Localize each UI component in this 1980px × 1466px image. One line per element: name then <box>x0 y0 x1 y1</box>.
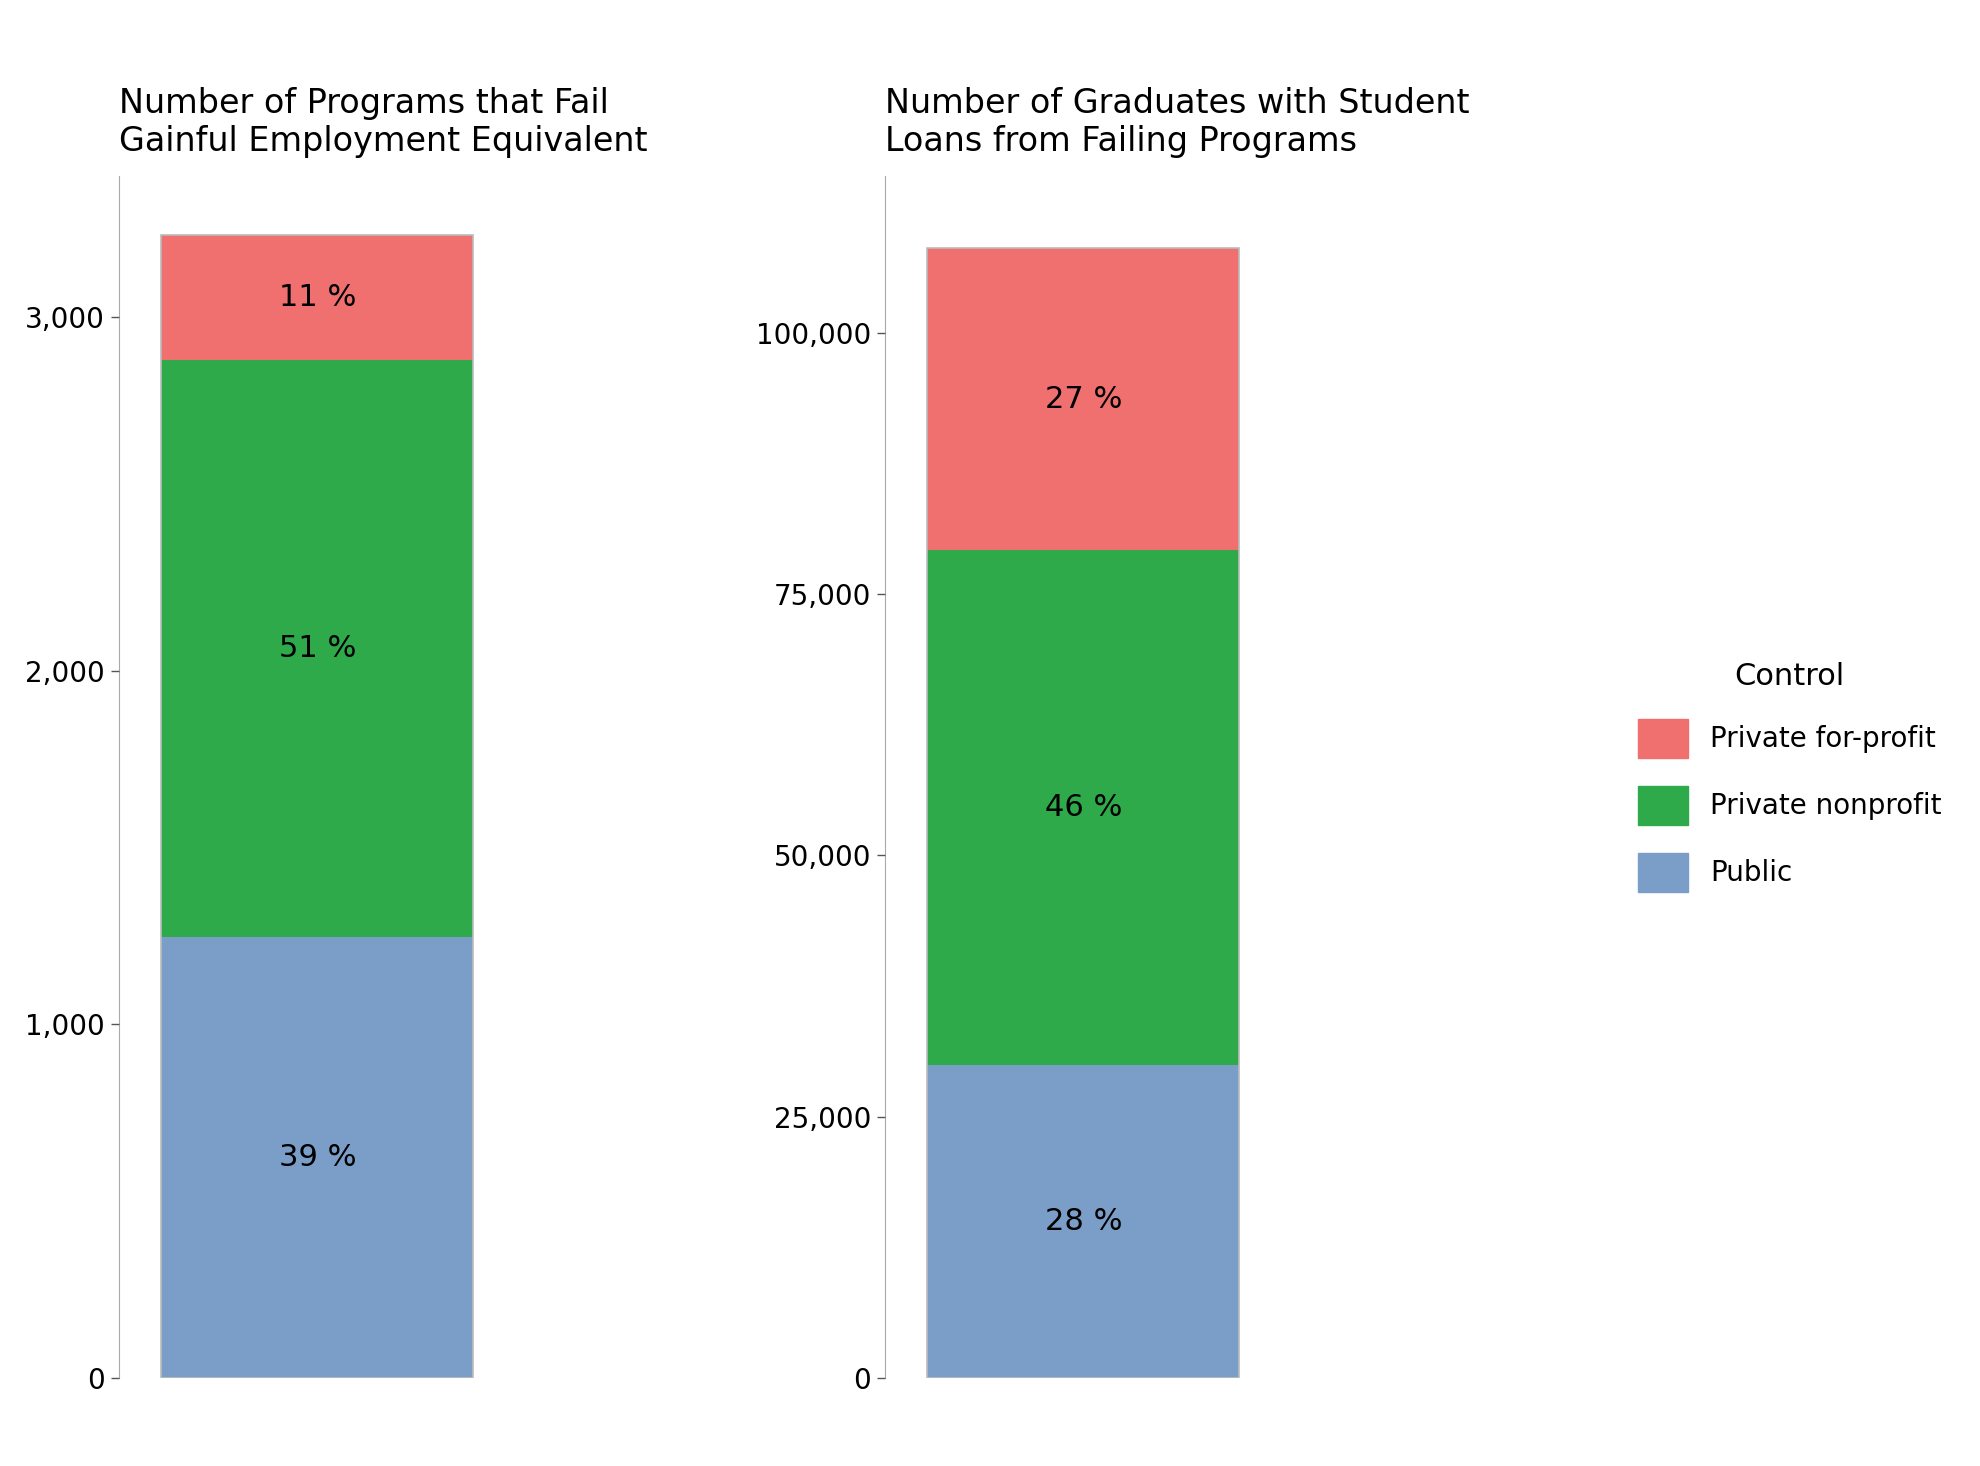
Text: 27 %: 27 % <box>1043 386 1121 413</box>
Bar <box>927 248 1239 550</box>
Bar <box>160 359 473 937</box>
Bar <box>160 236 473 359</box>
Legend: Private for-profit, Private nonprofit, Public: Private for-profit, Private nonprofit, P… <box>1637 661 1940 893</box>
Bar <box>927 248 1239 1378</box>
Text: Number of Programs that Fail
Gainful Employment Equivalent: Number of Programs that Fail Gainful Emp… <box>119 86 647 158</box>
Text: Number of Graduates with Student
Loans from Failing Programs: Number of Graduates with Student Loans f… <box>885 86 1469 158</box>
Bar <box>927 550 1239 1064</box>
Bar <box>160 937 473 1378</box>
Bar <box>927 1064 1239 1378</box>
Text: 11 %: 11 % <box>279 283 356 312</box>
Text: 28 %: 28 % <box>1043 1207 1121 1236</box>
Text: 51 %: 51 % <box>279 633 356 663</box>
Bar <box>160 236 473 1378</box>
Text: 46 %: 46 % <box>1043 793 1121 822</box>
Text: 39 %: 39 % <box>279 1143 356 1171</box>
